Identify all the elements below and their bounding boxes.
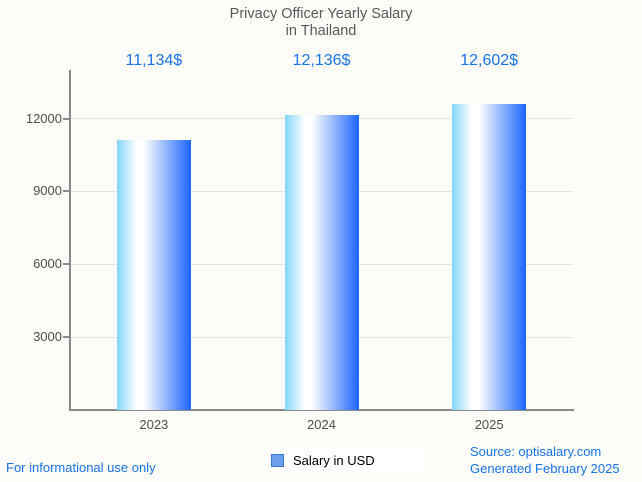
chart-title-line-1: Privacy Officer Yearly Salary xyxy=(229,6,413,22)
y-axis-tick xyxy=(63,336,69,339)
legend-marker-icon xyxy=(271,454,284,467)
bar-value-label: 12,136$ xyxy=(292,52,351,69)
y-axis-tick-label: 3000 xyxy=(33,329,62,345)
source-block: Source: optisalary.com Generated Februar… xyxy=(470,443,620,477)
legend-label: Salary in USD xyxy=(293,453,375,468)
y-axis-tick xyxy=(63,117,69,120)
y-axis-tick-label: 9000 xyxy=(33,183,62,199)
legend: Salary in USD xyxy=(263,448,425,473)
disclaimer-text: For informational use only xyxy=(6,460,156,475)
chart-title-line-2: in Thailand xyxy=(285,23,357,39)
source-link[interactable]: Source: optisalary.com xyxy=(470,444,602,459)
x-axis-label: 2024 xyxy=(307,417,336,432)
y-axis-tick xyxy=(63,263,69,266)
y-axis-tick-label: 12000 xyxy=(25,110,62,126)
x-axis-label: 2023 xyxy=(139,417,169,432)
bar-value-label: 12,602$ xyxy=(460,52,519,69)
y-axis-tick-label: 6000 xyxy=(33,256,62,272)
x-axis-line xyxy=(69,409,574,411)
bar-2023 xyxy=(116,139,191,410)
x-axis-label: 2025 xyxy=(474,417,504,432)
generated-date: Generated February 2025 xyxy=(470,461,620,476)
chart-title: Privacy Officer Yearly Salary in Thailan… xyxy=(0,6,642,40)
y-axis-tick xyxy=(63,190,69,193)
bar-value-label: 11,134$ xyxy=(125,52,183,69)
bar-2024 xyxy=(284,115,359,410)
y-axis-line xyxy=(69,70,71,411)
bar-2025 xyxy=(452,103,527,410)
